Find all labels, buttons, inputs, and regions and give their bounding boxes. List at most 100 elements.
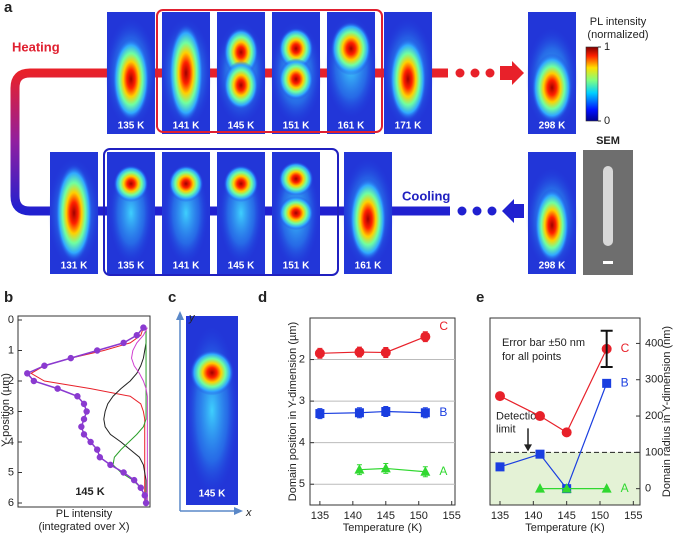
y-tick-label: 2 [299, 353, 305, 365]
series-label: C [621, 341, 630, 355]
marker [130, 476, 138, 484]
x-axis-label: Temperature (K) [343, 522, 422, 533]
pl-spot [278, 161, 314, 196]
marker [535, 411, 545, 422]
colorbar-title: PL intensity [590, 16, 647, 28]
marker [420, 331, 431, 342]
marker [141, 492, 148, 499]
domain-label: A [244, 449, 252, 461]
marker [78, 423, 85, 430]
pl-spot [330, 21, 372, 76]
cooling-label: Cooling [402, 188, 450, 203]
panel-label: e [476, 289, 484, 306]
marker [80, 400, 88, 408]
marker [67, 354, 75, 362]
dot [470, 68, 480, 78]
domain-label: B [244, 404, 251, 416]
temperature-label: 135 K [118, 121, 145, 132]
pl-spot [223, 60, 259, 110]
colorbar [585, 46, 599, 122]
panel-label: c [168, 289, 176, 306]
arrowhead [234, 507, 243, 515]
series-label: C [439, 319, 448, 333]
pl-spot [168, 24, 204, 122]
series-line [499, 348, 608, 434]
axis-label: x [245, 507, 252, 519]
panel-label: b [4, 289, 13, 306]
temperature-label: 141 K [173, 261, 200, 272]
marker [80, 431, 88, 438]
marker [420, 408, 430, 418]
cooling-box [103, 148, 339, 276]
x-axis-label: Temperature (K) [525, 522, 604, 533]
heating-box [156, 9, 383, 133]
marker [354, 347, 365, 358]
marker [87, 438, 94, 446]
series-line [319, 410, 426, 415]
arrow [500, 61, 524, 85]
series-line [319, 336, 426, 354]
pl-spot [113, 165, 149, 203]
plot-frame [489, 317, 641, 506]
marker [601, 483, 612, 493]
temperature-label: 171 K [395, 121, 422, 132]
temperature-label: 145 K [228, 261, 255, 272]
temperature-label: 161 K [338, 121, 365, 132]
profile-line [131, 327, 148, 503]
arrow [502, 199, 524, 223]
marker [142, 499, 150, 507]
dot [457, 206, 467, 216]
series-label: B [621, 376, 629, 390]
colorbar-tick-label: 0 [604, 115, 610, 127]
marker [133, 332, 140, 339]
x-axis-label: (integrated over X) [38, 521, 129, 533]
marker [107, 461, 114, 469]
series-label: A [439, 464, 447, 478]
below-detection [490, 452, 640, 505]
marker [74, 393, 81, 400]
marker [315, 409, 325, 419]
y-tick-label: 6 [8, 497, 14, 509]
pl-spot [349, 177, 387, 261]
temperature-label: 145 K [228, 121, 255, 132]
y-tick-label: 300 [645, 374, 663, 386]
temperature-label: 141 K [173, 121, 200, 132]
scale-bar [603, 261, 613, 264]
marker [561, 427, 572, 438]
marker [561, 483, 572, 493]
series-line [359, 467, 426, 473]
y-tick-label: 3 [8, 405, 14, 417]
marker [495, 391, 505, 402]
marker [120, 339, 127, 347]
marker [602, 378, 612, 388]
pl-spot [223, 165, 259, 203]
marker [354, 408, 364, 418]
dot [455, 68, 465, 78]
y-tick-label: 200 [645, 410, 663, 422]
marker [24, 370, 31, 377]
panel-label: d [258, 289, 267, 306]
marker [381, 407, 391, 416]
arrowhead [176, 311, 184, 320]
marker [535, 449, 545, 459]
sem-rod [603, 166, 613, 246]
colorbar-title: (normalized) [587, 29, 648, 41]
temperature-label: 145 K [199, 489, 226, 500]
marker [137, 484, 144, 491]
annotation: Error bar ±50 nm [502, 337, 585, 349]
x-tick-label: 145 [557, 510, 575, 522]
x-tick-label: 155 [443, 510, 461, 522]
y-tick-label: 0 [8, 314, 14, 326]
y-tick-label: 3 [299, 395, 305, 407]
panel-c: y x [176, 311, 252, 519]
marker [495, 462, 505, 472]
pl-spot [534, 188, 570, 262]
pl-spot [278, 27, 314, 70]
annotation: for all points [502, 351, 562, 363]
marker [80, 415, 88, 423]
x-tick-label: 150 [410, 510, 428, 522]
x-tick-label: 155 [624, 510, 642, 522]
series-line [499, 383, 608, 490]
marker [94, 347, 101, 354]
temperature-label: 161 K [355, 261, 382, 272]
